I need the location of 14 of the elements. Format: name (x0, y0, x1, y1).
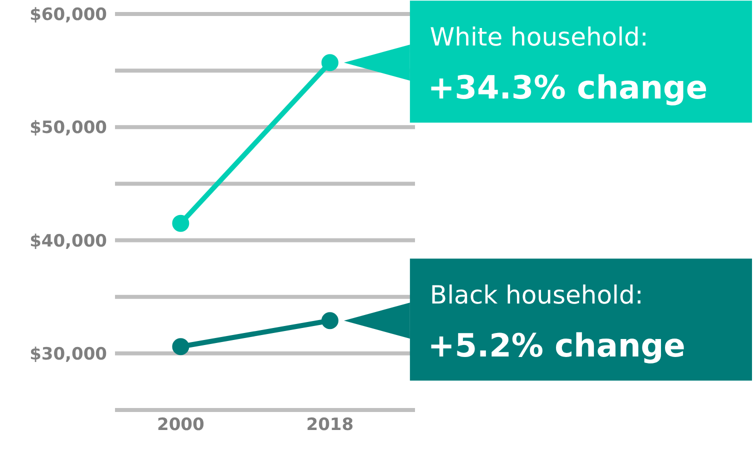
point (321, 312, 338, 330)
y-tick-label: $60,000 (30, 5, 108, 26)
x-tick-label: 2018 (306, 415, 354, 436)
y-tick-label: $40,000 (30, 231, 108, 252)
x-tick-label: 2000 (157, 415, 204, 436)
text: White household: (430, 22, 648, 52)
point (172, 214, 190, 232)
y-tick-label: $50,000 (30, 118, 108, 138)
text: Black household: (430, 280, 644, 310)
text: +5.2% change (428, 326, 686, 365)
point (321, 54, 338, 72)
text: +34.3% change (428, 68, 708, 107)
y-tick-label: $30,000 (30, 344, 108, 364)
point (172, 338, 190, 356)
